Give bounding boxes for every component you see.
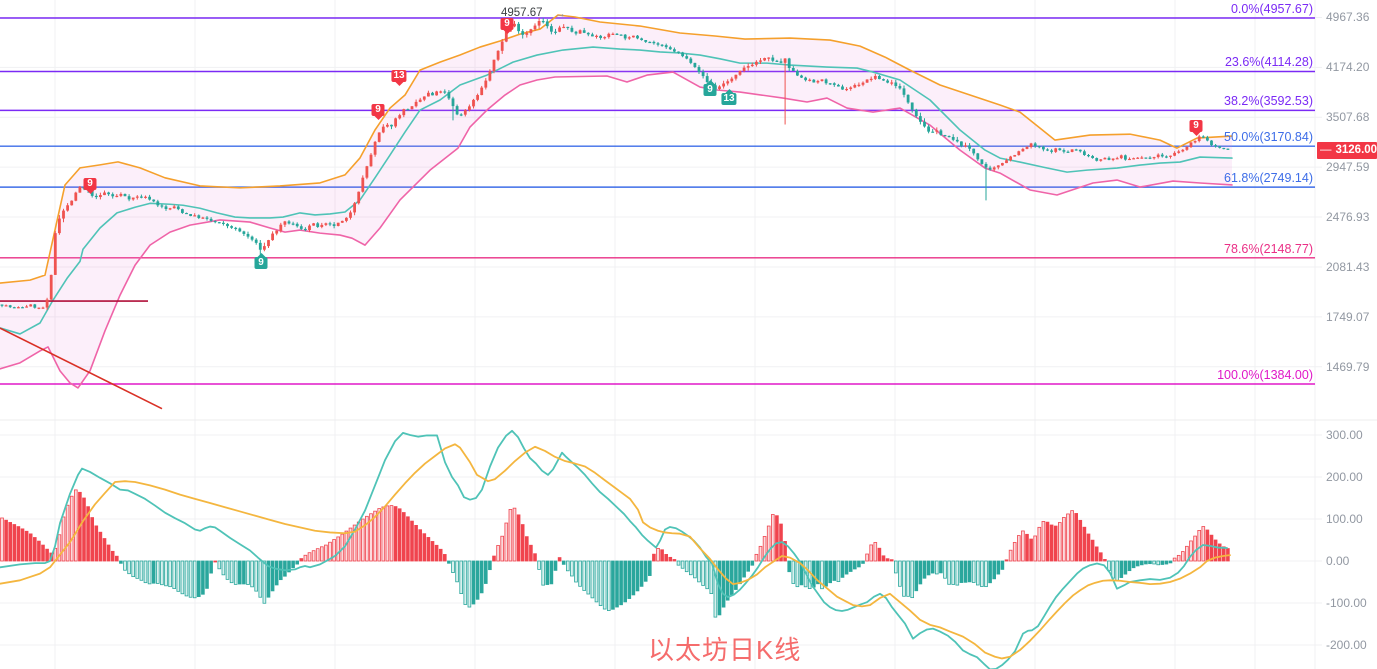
current-price-badge: — 3126.00 [1317,141,1377,159]
price-axis-label: 1749.07 [1326,309,1370,324]
fib-label-23-6: 23.6%(4114.28) [1224,55,1313,70]
macd-axis-label: 0.00 [1326,554,1350,568]
fib-label-50-0: 50.0%(3170.84) [1224,130,1313,145]
fib-label-61-8: 61.8%(2749.14) [1224,171,1313,186]
td9-badge: 9 [703,80,717,96]
price-axis-label: 2081.43 [1326,259,1370,274]
macd-axis-label: 300.00 [1326,428,1363,442]
price-axis-label: 4967.36 [1326,10,1370,25]
td9-badge: 9 [83,178,97,194]
td9-badge: 9 [254,253,268,269]
price-axis-label: 3507.68 [1326,110,1370,125]
peak-arrow-icon: → [555,8,566,20]
price-axis-label: 2947.59 [1326,160,1370,175]
macd-axis-label: 100.00 [1326,512,1363,526]
fib-label-0: 0.0%(4957.67) [1230,2,1313,16]
price-axis-label: 2476.93 [1326,210,1370,225]
price-axis-label: 4174.20 [1326,60,1370,75]
chart-title-watermark: 以太坊日K线 [648,635,802,665]
macd-axis-label: -100.00 [1326,596,1367,610]
price-tick-dash: — [1320,144,1332,157]
macd-axis-label: -200.00 [1326,638,1367,652]
td13-badge: 13 [391,70,407,86]
peak-price-label: 4957.67 [501,7,543,19]
current-price-value: 3126.00 [1335,144,1377,157]
fib-label-100-0: 100.0%(1384.00) [1217,368,1313,382]
fib-label-38-2: 38.2%(3592.53) [1224,94,1313,109]
td13-badge: 13 [721,89,737,105]
td9-badge: 9 [500,18,514,34]
fib-label-78-6: 78.6%(2148.77) [1224,241,1313,256]
td9-badge: 9 [1189,120,1203,136]
macd-axis-label: 200.00 [1326,470,1363,484]
td9-badge: 9 [371,104,385,120]
price-axis-label: 1469.79 [1326,359,1370,374]
